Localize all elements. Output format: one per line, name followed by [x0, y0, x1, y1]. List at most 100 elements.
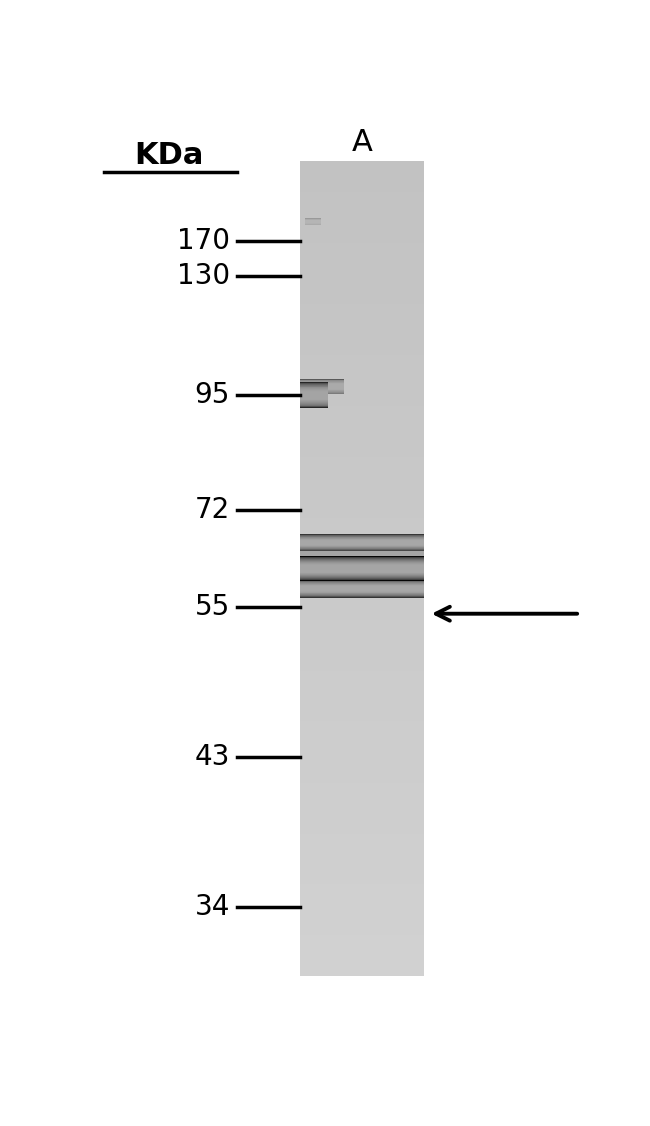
Bar — [300, 381, 344, 393]
Bar — [300, 536, 424, 549]
Bar — [300, 334, 424, 345]
Bar — [300, 583, 424, 593]
Bar — [300, 629, 424, 640]
Bar — [300, 284, 424, 294]
Bar — [300, 537, 424, 548]
Bar — [300, 534, 424, 552]
Bar — [300, 681, 424, 691]
Bar — [300, 966, 424, 976]
Bar — [300, 386, 328, 404]
Bar — [300, 546, 424, 564]
Bar — [300, 544, 424, 568]
Bar — [306, 220, 320, 224]
Bar — [300, 263, 424, 274]
Bar — [300, 548, 424, 558]
Bar — [300, 762, 424, 772]
Bar — [300, 415, 424, 426]
Bar — [300, 390, 328, 401]
Bar — [300, 583, 424, 595]
Bar — [300, 384, 344, 390]
Bar — [300, 582, 424, 595]
Bar — [300, 565, 424, 572]
Bar — [300, 772, 424, 783]
Bar — [300, 161, 424, 976]
Bar — [300, 467, 424, 477]
Bar — [300, 535, 424, 551]
Bar — [300, 538, 424, 573]
Bar — [300, 946, 424, 956]
Bar — [300, 556, 424, 581]
Bar — [300, 528, 424, 538]
Bar — [300, 956, 424, 966]
Bar — [300, 874, 424, 884]
Text: 43: 43 — [194, 743, 230, 771]
Bar — [300, 783, 424, 793]
Bar — [300, 345, 424, 355]
Bar — [300, 171, 424, 181]
Bar — [300, 551, 424, 561]
Bar — [300, 562, 424, 575]
Bar — [300, 538, 424, 547]
Bar — [306, 220, 320, 224]
Bar — [300, 539, 424, 546]
Bar — [300, 813, 424, 823]
Bar — [300, 560, 424, 578]
Bar — [300, 619, 424, 629]
Bar — [300, 650, 424, 660]
Bar — [300, 660, 424, 670]
Text: 130: 130 — [177, 262, 230, 291]
Bar — [300, 540, 424, 545]
Bar — [300, 456, 424, 467]
Bar — [300, 381, 344, 392]
Bar — [300, 563, 424, 574]
Bar — [300, 388, 328, 402]
Bar — [300, 569, 424, 579]
Bar — [300, 558, 424, 579]
Bar — [306, 218, 320, 225]
Text: 72: 72 — [194, 495, 230, 524]
Bar — [300, 732, 424, 742]
Bar — [300, 161, 424, 171]
Bar — [300, 390, 328, 401]
Bar — [300, 539, 424, 546]
Bar — [300, 565, 424, 572]
Bar — [300, 581, 424, 596]
Bar — [300, 843, 424, 854]
Bar — [300, 609, 424, 619]
Bar — [300, 385, 328, 405]
Bar — [300, 375, 424, 385]
Bar — [300, 537, 424, 548]
Bar — [300, 564, 424, 573]
Bar — [300, 212, 424, 222]
Bar — [300, 563, 424, 574]
Bar — [300, 580, 424, 597]
Bar — [300, 558, 424, 579]
Bar — [300, 926, 424, 936]
Bar — [300, 378, 344, 394]
Bar — [300, 581, 424, 596]
Bar — [300, 905, 424, 915]
Text: KDa: KDa — [135, 141, 204, 170]
Bar — [300, 542, 424, 570]
Bar — [300, 535, 424, 551]
Bar — [300, 562, 424, 575]
Bar — [300, 864, 424, 874]
Bar — [300, 426, 424, 436]
Bar — [300, 691, 424, 701]
Bar — [300, 181, 424, 191]
Text: 95: 95 — [194, 382, 230, 409]
Bar — [300, 586, 424, 592]
Bar — [300, 395, 424, 405]
Bar — [300, 803, 424, 813]
Bar — [300, 579, 424, 589]
Bar — [300, 915, 424, 926]
Bar — [300, 436, 424, 446]
Bar — [300, 712, 424, 722]
Bar — [300, 382, 344, 391]
Bar — [306, 221, 320, 223]
Bar — [300, 586, 424, 591]
Bar — [300, 405, 424, 415]
Bar — [300, 324, 424, 334]
Bar — [300, 640, 424, 650]
Bar — [300, 589, 424, 599]
